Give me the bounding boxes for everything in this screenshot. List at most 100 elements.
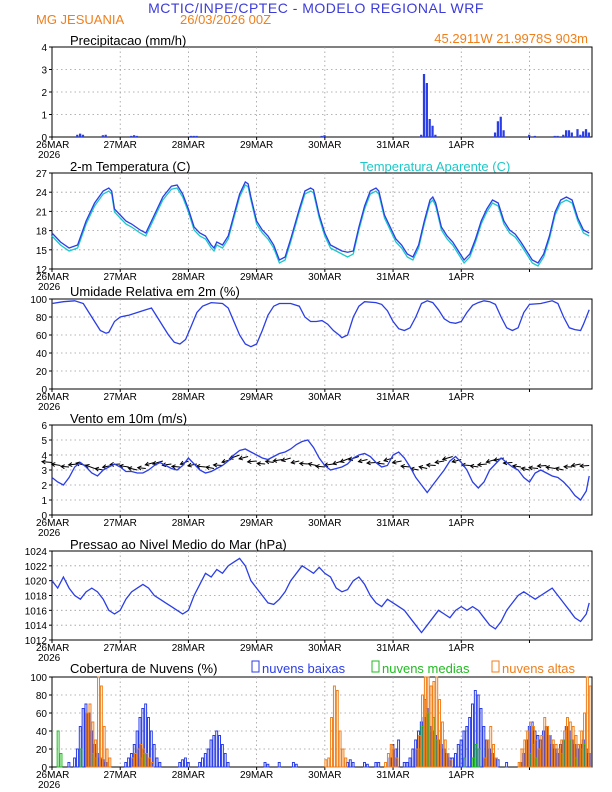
clouds-title: Cobertura de Nuvens (%) [70, 661, 217, 676]
wind-xtick-label: 27MAR [104, 518, 137, 529]
clouds-bar [453, 753, 457, 768]
clouds-bar [127, 757, 131, 768]
clouds-bar [477, 748, 481, 768]
wind-vector-head [238, 455, 244, 461]
wind-vector-head [94, 466, 100, 472]
wind-vector [545, 466, 556, 469]
wind-vector [196, 465, 206, 468]
page-title: MCTIC/INPE/CPTEC - MODELO REGIONAL WRF [148, 0, 484, 16]
rh-xtick-label: 27MAR [104, 392, 137, 403]
rh-plot: 0 20 40 60 80 100 26MAR 27MAR 28MAR 29MAR 30MAR 31M… [30, 295, 593, 413]
wind-vector [68, 463, 78, 466]
clouds-bar [348, 759, 352, 768]
wind-vector [187, 463, 198, 467]
precip-year-label: 2026 [38, 150, 61, 161]
wind-vector [324, 463, 334, 466]
wind-vector [512, 465, 522, 468]
pressure-ytick-label: 1022 [25, 562, 48, 573]
wind-vector-head [536, 463, 542, 469]
rh-xtick-label: 31MAR [376, 392, 409, 403]
temp-ytick-label: 21 [36, 207, 48, 218]
wind-vector-head [186, 462, 192, 468]
clouds-bar [551, 739, 555, 768]
clouds-bar [459, 739, 463, 768]
wind-vector [281, 457, 291, 462]
pressure-xtick-label: 31MAR [376, 643, 409, 654]
clouds-xtick-label: 29MAR [240, 770, 273, 781]
wind-ytick-label: 5 [41, 436, 47, 447]
clouds-bar [574, 735, 578, 768]
clouds-bar [215, 730, 219, 768]
precip-bar [579, 134, 582, 137]
clouds-bar [566, 717, 569, 768]
rh-ytick-label: 0 [41, 385, 47, 396]
pressure-xtick-label: 29MAR [240, 643, 273, 654]
wind-vector [366, 462, 377, 464]
clouds-bar [415, 748, 419, 768]
wind-vector [410, 468, 419, 471]
temp-series-line [51, 181, 590, 264]
precip-bar [556, 135, 559, 137]
wind-xtick-label: 28MAR [172, 518, 205, 529]
clouds-bar [463, 757, 467, 768]
legend-label-mid: nuvens medias [382, 661, 470, 676]
precip-xtick-label: 26MAR [36, 140, 69, 151]
pressure-ytick-label: 1020 [25, 577, 48, 588]
rh-ytick-label: 60 [36, 331, 48, 342]
precip-bar [420, 134, 423, 137]
clouds-bar [529, 721, 532, 768]
wind-vector-head [290, 459, 296, 465]
wind-vector-head [492, 457, 498, 463]
temp-xtick-label: 1APR [448, 272, 474, 283]
wind-xtick-label: 31MAR [376, 518, 409, 529]
clouds-bar [105, 748, 109, 768]
wind-year-label: 2026 [38, 528, 61, 539]
rh-ytick-label: 100 [30, 295, 47, 306]
wind-vector [452, 459, 462, 463]
wind-vector-head [256, 461, 262, 467]
wind-ytick-label: 0 [41, 511, 47, 522]
clouds-bar [134, 753, 137, 768]
precip-panel: Precipitacao (mm/h) 0 1 2 3 4 26MAR 27MAR 28MAR… [36, 33, 593, 161]
rh-panel: Umidade Relativa em 2m (%) 0 20 40 60 80 100 2… [30, 284, 593, 413]
clouds-plot: 0 20 40 60 80 100 26MAR 27MAR 28MAR 29MAR 30MAR 31M… [30, 673, 593, 791]
clouds-bar [438, 699, 442, 768]
precip-bar [570, 132, 573, 137]
wind-vector [340, 457, 351, 463]
wind-vector-head [280, 457, 286, 463]
temp-frame [51, 172, 593, 270]
wind-vector-head [60, 464, 65, 470]
clouds-bar [421, 694, 424, 768]
clouds-bar [59, 753, 63, 768]
wind-vector-head [307, 462, 313, 467]
precip-bar [434, 134, 437, 137]
precip-xtick-label: 30MAR [308, 140, 341, 151]
clouds-bar [203, 753, 207, 768]
clouds-bar [517, 762, 521, 768]
precip-bar [320, 135, 323, 137]
clouds-bar [226, 762, 230, 768]
clouds-bar [571, 726, 575, 768]
temp-xtick-label: 31MAR [376, 272, 409, 283]
clouds-bar [142, 748, 146, 768]
wind-vector-head [161, 462, 167, 468]
pressure-title: Pressao ao Nivel Medio do Mar (hPa) [70, 537, 287, 552]
clouds-bar [374, 762, 378, 768]
pressure-xtick-label: 30MAR [308, 643, 341, 654]
clouds-bar [534, 739, 538, 768]
temp-series-line [51, 184, 590, 267]
wind-vector-head [579, 463, 585, 469]
clouds-bar [494, 757, 498, 768]
precip-bar [562, 134, 565, 137]
wind-vector-head [511, 463, 517, 469]
wind-vector [61, 465, 70, 468]
clouds-bar [330, 717, 334, 768]
wind-ytick-label: 3 [41, 466, 47, 477]
clouds-bar [505, 762, 509, 768]
precip-ytick-label: 3 [41, 66, 47, 77]
clouds-bar [554, 744, 558, 768]
precip-ytick-label: 0 [41, 133, 47, 144]
wind-vector [128, 467, 138, 471]
temp-title: 2-m Temperatura (C) [70, 159, 190, 174]
clouds-legend: nuvens baixas nuvens medias nuvens altas [251, 660, 575, 676]
